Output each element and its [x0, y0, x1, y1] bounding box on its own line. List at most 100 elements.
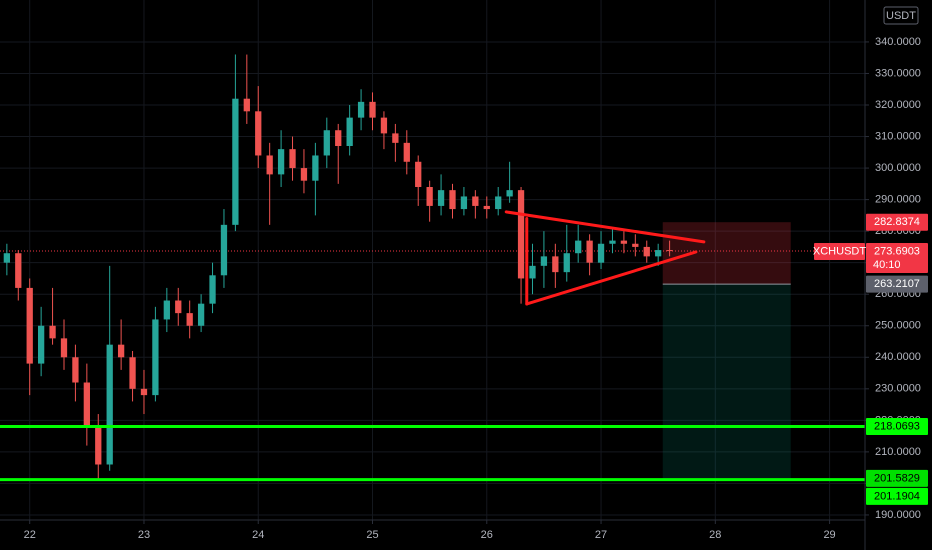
candle-body [506, 190, 513, 197]
candle-body [517, 190, 525, 279]
candle-body [563, 253, 570, 273]
y-tick-label: 290.0000 [875, 194, 921, 206]
candle-body [575, 240, 582, 254]
candle-body [403, 142, 410, 162]
candle-body [609, 240, 616, 244]
candle-body [209, 275, 216, 304]
candle-body [232, 98, 239, 225]
candle-body [655, 250, 662, 257]
y-tick-label: 240.0000 [875, 351, 921, 363]
candle-body [335, 130, 342, 147]
candle-body [529, 265, 536, 279]
candle-body [15, 253, 22, 288]
candle-body [552, 256, 559, 273]
y-tick-label: 320.0000 [875, 99, 921, 111]
candle-body [586, 240, 593, 263]
x-tick-label: 27 [595, 529, 607, 541]
trendline [525, 250, 698, 306]
y-tick-label: 230.0000 [875, 383, 921, 395]
candle-body [49, 325, 56, 339]
candle-body [117, 344, 125, 358]
candle-body [266, 155, 273, 175]
candle-body [243, 98, 250, 112]
x-tick-label: 22 [24, 529, 36, 541]
candle-body [369, 101, 376, 118]
candle-body [357, 101, 365, 118]
x-tick-label: 29 [823, 529, 835, 541]
price-label: 282.8374 [874, 216, 920, 228]
candle-body [277, 149, 285, 175]
candle-body [3, 253, 10, 263]
candle-body [83, 382, 90, 427]
candle-body [60, 338, 68, 358]
candle-body [483, 205, 490, 210]
candle-body [449, 190, 456, 210]
candle-body [312, 155, 319, 181]
price-label-bg [866, 213, 928, 231]
price-axis [865, 0, 932, 550]
candle-body [186, 313, 193, 326]
y-tick-label: 310.0000 [875, 130, 921, 142]
y-tick-label: 250.0000 [875, 320, 921, 332]
stop-zone [662, 222, 791, 285]
trendline [504, 210, 706, 244]
candle-body [666, 250, 673, 252]
candle-body [129, 357, 136, 389]
candle-body [95, 426, 102, 465]
candle-body [540, 256, 548, 266]
symbol-label: XCHUSDT [813, 245, 866, 257]
candle-body [26, 287, 33, 364]
currency-box[interactable] [883, 6, 919, 25]
candle-body [289, 149, 296, 169]
candle-body [380, 117, 388, 134]
price-labels: 282.8374 273.6903 40:10 XCHUSDT 263.2107 218.… [813, 213, 928, 505]
candle-body [220, 224, 228, 276]
x-tick-label: 24 [252, 529, 264, 541]
x-tick-label: 26 [481, 529, 493, 541]
price-label-bg [866, 487, 928, 505]
candle-body [426, 186, 433, 206]
candle-body [495, 196, 502, 210]
price-label-bg [866, 417, 928, 435]
candle-body [460, 196, 468, 210]
price-label: 218.0693 [874, 420, 920, 432]
candle-body [323, 130, 330, 156]
y-tick-label: 190.0000 [875, 509, 921, 521]
y-tick-label: 340.0000 [875, 36, 921, 48]
x-tick-label: 28 [709, 529, 721, 541]
currency[interactable]: USDT [886, 10, 916, 22]
candle-body [472, 196, 479, 206]
countdown: 40:10 [873, 259, 901, 271]
candle-body [197, 303, 205, 326]
price-label-bg [866, 243, 928, 274]
price-label: 273.6903 [874, 245, 920, 257]
y-tick-label: 330.0000 [875, 67, 921, 79]
candle-body [437, 190, 445, 206]
y-tick-label: 300.0000 [875, 162, 921, 174]
candle-body [255, 111, 262, 156]
price-label-bg [866, 275, 928, 293]
x-tick-label: 25 [366, 529, 378, 541]
candle-body [620, 240, 628, 244]
candle-body [346, 117, 353, 147]
candle-body [163, 300, 170, 320]
symbol-label-bg [814, 243, 865, 261]
price-label: 201.1904 [874, 490, 920, 502]
candle-body [632, 243, 639, 247]
price-label: 201.5829 [874, 472, 920, 484]
time-axis [0, 520, 865, 550]
candle-body [643, 246, 650, 257]
candle-body [72, 357, 79, 383]
candle-body [152, 319, 159, 396]
candle-body [175, 300, 182, 314]
candle-body [37, 325, 45, 364]
price-label-bg [866, 469, 928, 487]
target-zone [662, 284, 791, 479]
y-tick-label: 210.0000 [875, 446, 921, 458]
grid [0, 0, 865, 520]
candle-body [140, 388, 148, 396]
candle-body [106, 344, 113, 465]
